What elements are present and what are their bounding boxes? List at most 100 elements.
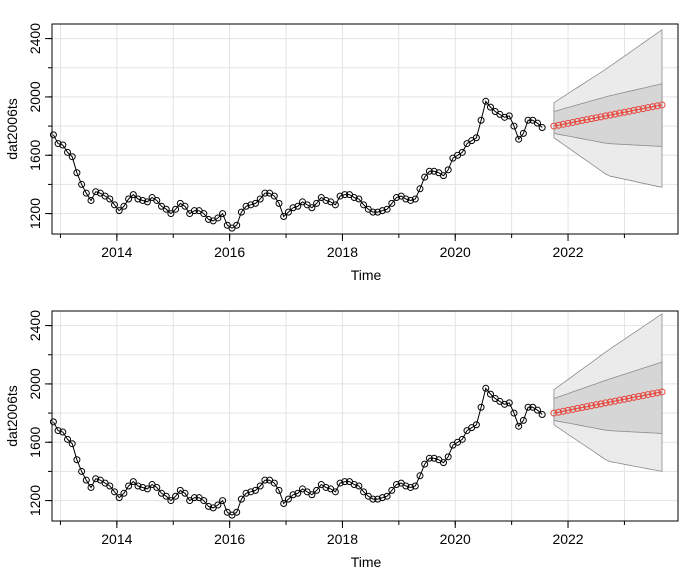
observed-point bbox=[82, 476, 90, 484]
observed-point bbox=[294, 489, 302, 497]
observed-point bbox=[378, 494, 386, 502]
observed-point bbox=[308, 491, 316, 499]
observed-point bbox=[308, 204, 316, 212]
observed-point bbox=[256, 482, 264, 490]
observed-point bbox=[247, 488, 255, 496]
observed-point bbox=[200, 210, 208, 218]
forecast-point bbox=[578, 404, 586, 412]
forecast-point bbox=[653, 389, 661, 397]
observed-point bbox=[425, 454, 433, 462]
forecast-point bbox=[597, 113, 605, 121]
observed-point bbox=[87, 483, 95, 491]
observed-point bbox=[289, 204, 297, 212]
observed-point bbox=[350, 194, 358, 202]
forecast-point bbox=[620, 395, 628, 403]
observed-point bbox=[505, 112, 513, 120]
observed-point bbox=[533, 406, 541, 414]
observed-point bbox=[383, 205, 391, 213]
observed-point bbox=[134, 195, 142, 203]
observed-point bbox=[64, 148, 72, 156]
forecast-point bbox=[602, 112, 610, 120]
observed-point bbox=[242, 202, 250, 210]
observed-point bbox=[251, 199, 259, 207]
forecast-point bbox=[588, 402, 596, 410]
observed-point bbox=[129, 191, 137, 199]
observed-point bbox=[275, 199, 283, 207]
observed-point bbox=[505, 399, 513, 407]
observed-point bbox=[129, 478, 137, 486]
observed-point bbox=[313, 486, 321, 494]
observed-point bbox=[482, 384, 490, 392]
observed-point bbox=[515, 422, 523, 430]
observed-point bbox=[369, 495, 377, 503]
forecast-point bbox=[583, 116, 591, 124]
observed-point bbox=[242, 489, 250, 497]
chart-panel-2: 2014 2016 2018 2020 2022 1200 1600 2000 2400 Time… bbox=[4, 310, 679, 570]
forecast-point bbox=[592, 114, 600, 122]
x-tick-label: 2018 bbox=[327, 244, 358, 260]
observed-point bbox=[214, 501, 222, 509]
observed-point bbox=[115, 207, 123, 215]
observed-point bbox=[486, 103, 494, 111]
plot-frame bbox=[51, 23, 679, 235]
observed-point bbox=[374, 208, 382, 216]
observed-point bbox=[533, 119, 541, 127]
forecast-point bbox=[658, 101, 666, 109]
observed-point bbox=[524, 116, 532, 124]
observed-point bbox=[369, 208, 377, 216]
observed-point bbox=[270, 192, 278, 200]
observed-point bbox=[477, 116, 485, 124]
x-tick-label: 2022 bbox=[552, 531, 583, 547]
observed-point bbox=[477, 403, 485, 411]
observed-point bbox=[388, 199, 396, 207]
observed-point bbox=[261, 189, 269, 197]
observed-point bbox=[68, 153, 76, 161]
x-tick-label: 2014 bbox=[101, 531, 132, 547]
forecast-point bbox=[564, 406, 572, 414]
observed-point bbox=[515, 135, 523, 143]
forecast-point bbox=[588, 115, 596, 123]
y-tick-label: 2400 bbox=[27, 310, 43, 341]
x-axis: 2014 2016 2018 2020 2022 bbox=[59, 521, 625, 547]
observed-point bbox=[407, 483, 415, 491]
observed-point bbox=[49, 418, 57, 426]
observed-point bbox=[111, 488, 119, 496]
observed-point bbox=[421, 173, 429, 181]
observed-point bbox=[482, 97, 490, 105]
observed-line bbox=[52, 100, 543, 229]
observed-point bbox=[167, 210, 175, 218]
forecast-point bbox=[573, 404, 581, 412]
observed-point bbox=[125, 195, 133, 203]
observed-point bbox=[444, 453, 452, 461]
observed-point bbox=[486, 390, 494, 398]
observed-point bbox=[336, 192, 344, 200]
forecast-point bbox=[653, 102, 661, 110]
observed-point bbox=[322, 483, 330, 491]
forecast-point bbox=[606, 111, 614, 119]
observed-point bbox=[190, 494, 198, 502]
forecast-point bbox=[611, 397, 619, 405]
observed-point bbox=[411, 482, 419, 490]
observed-point bbox=[458, 148, 466, 156]
forecast-line bbox=[553, 391, 663, 414]
observed-point bbox=[68, 440, 76, 448]
observed-point bbox=[139, 196, 147, 204]
observed-point bbox=[73, 169, 81, 177]
observed-point bbox=[355, 482, 363, 490]
observed-point bbox=[510, 122, 518, 130]
observed-point bbox=[402, 195, 410, 203]
observed-points bbox=[49, 97, 546, 232]
observed-point bbox=[425, 167, 433, 175]
observed-point bbox=[416, 185, 424, 193]
forecast-point bbox=[658, 388, 666, 396]
observed-point bbox=[322, 196, 330, 204]
observed-point bbox=[280, 213, 288, 220]
observed-point bbox=[59, 428, 67, 436]
observed-point bbox=[270, 479, 278, 487]
forecast-point bbox=[620, 108, 628, 116]
observed-point bbox=[59, 141, 67, 149]
observed-point bbox=[501, 113, 509, 121]
forecast-line bbox=[553, 104, 663, 127]
y-axis: 1200 1600 2000 2400 bbox=[27, 23, 52, 229]
observed-point bbox=[153, 483, 161, 491]
